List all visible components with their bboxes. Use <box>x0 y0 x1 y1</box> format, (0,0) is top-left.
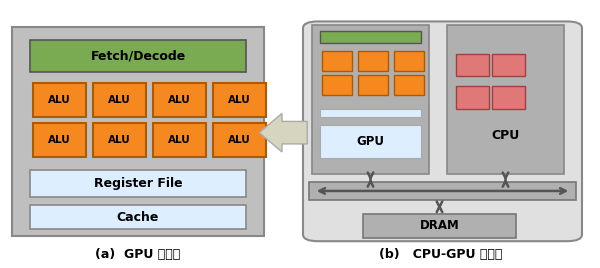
Bar <box>12 27 264 236</box>
Bar <box>153 123 206 157</box>
Bar <box>30 170 246 197</box>
Text: ALU: ALU <box>168 135 191 145</box>
Text: Fetch/Decode: Fetch/Decode <box>91 50 185 63</box>
Text: GPU: GPU <box>356 135 384 148</box>
Bar <box>213 123 266 157</box>
Bar <box>456 86 489 109</box>
Bar <box>153 83 206 117</box>
Bar <box>93 123 146 157</box>
Bar <box>30 40 246 72</box>
Bar <box>358 51 388 71</box>
Text: Cache: Cache <box>117 211 159 224</box>
Bar <box>358 75 388 95</box>
Text: ALU: ALU <box>228 95 251 105</box>
Bar <box>447 25 564 174</box>
Bar <box>322 51 352 71</box>
Bar <box>33 83 86 117</box>
Polygon shape <box>259 113 307 152</box>
Bar <box>93 83 146 117</box>
Bar <box>492 86 525 109</box>
Bar <box>33 123 86 157</box>
Bar <box>312 25 429 174</box>
Text: ALU: ALU <box>168 95 191 105</box>
Text: (b)   CPU-GPU 架构图: (b) CPU-GPU 架构图 <box>379 248 503 261</box>
Bar <box>394 75 424 95</box>
Text: (a)  GPU 架构图: (a) GPU 架构图 <box>95 248 181 261</box>
Text: DRAM: DRAM <box>419 219 460 232</box>
Bar <box>30 205 246 229</box>
FancyBboxPatch shape <box>303 21 582 241</box>
Bar <box>363 214 516 238</box>
Text: ALU: ALU <box>228 135 251 145</box>
Bar <box>492 54 525 76</box>
Text: Register File: Register File <box>94 177 182 190</box>
Bar <box>394 51 424 71</box>
Text: ALU: ALU <box>48 135 71 145</box>
Text: ALU: ALU <box>108 95 131 105</box>
Text: CPU: CPU <box>491 129 520 142</box>
Bar <box>322 75 352 95</box>
Text: ALU: ALU <box>48 95 71 105</box>
Text: ALU: ALU <box>108 135 131 145</box>
Bar <box>320 109 421 117</box>
Bar <box>213 83 266 117</box>
Bar <box>320 31 421 43</box>
Bar <box>320 125 421 158</box>
Bar <box>456 54 489 76</box>
Bar <box>309 182 576 200</box>
